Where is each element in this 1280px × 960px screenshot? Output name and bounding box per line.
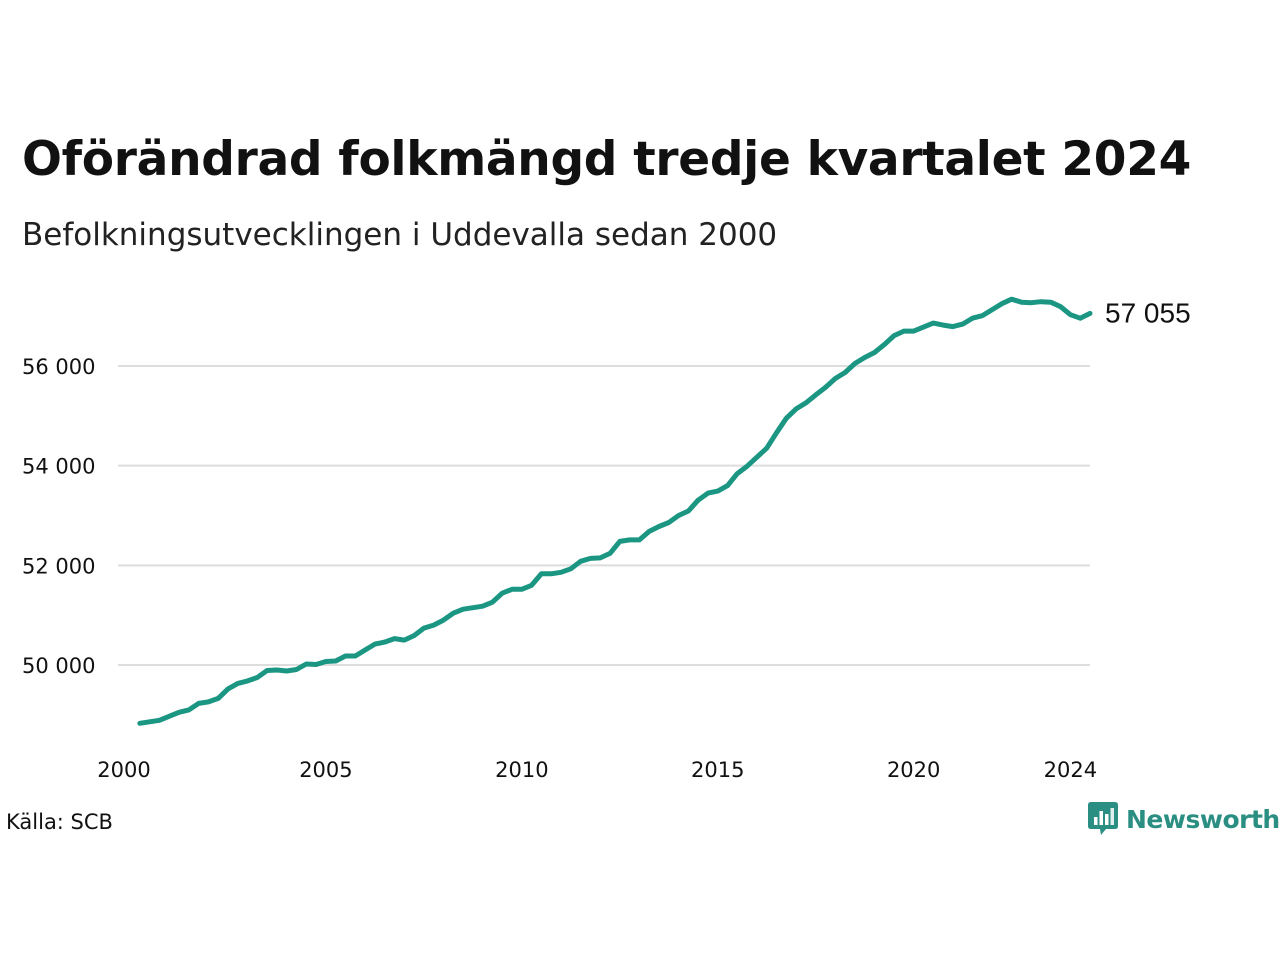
x-tick-label: 2005	[299, 758, 352, 782]
chart-title: Oförändrad folkmängd tredje kvartalet 20…	[22, 132, 1192, 187]
x-tick-label: 2024	[1044, 758, 1097, 782]
x-tick-label: 2000	[97, 758, 150, 782]
gridlines	[118, 365, 1090, 666]
series-group	[137, 296, 1093, 726]
newsworthy-logo-icon	[1088, 802, 1118, 835]
y-tick-label: 54 000	[22, 455, 95, 479]
chart-subtitle: Befolkningsutvecklingen i Uddevalla seda…	[22, 217, 778, 253]
y-tick-label: 50 000	[22, 654, 95, 678]
y-tick-label: 52 000	[22, 554, 95, 578]
brand-logo[interactable]: Newsworthy	[1088, 802, 1280, 836]
x-tick-label: 2015	[691, 758, 744, 782]
x-axis-tick-labels: 2000 2005 2010 2015 2020 2024	[97, 758, 1097, 782]
y-tick-label: 56 000	[22, 355, 95, 379]
end-label-group: 57 055	[1105, 297, 1191, 328]
series-line	[137, 296, 1093, 726]
x-tick-label: 2010	[495, 758, 548, 782]
end-value-label: 57 055	[1105, 297, 1191, 328]
y-axis-tick-labels: 50 000 52 000 54 000 56 000	[22, 355, 95, 678]
brand-name: Newsworthy	[1126, 804, 1280, 834]
x-tick-label: 2020	[887, 758, 940, 782]
source-note: Källa: SCB	[6, 810, 113, 834]
